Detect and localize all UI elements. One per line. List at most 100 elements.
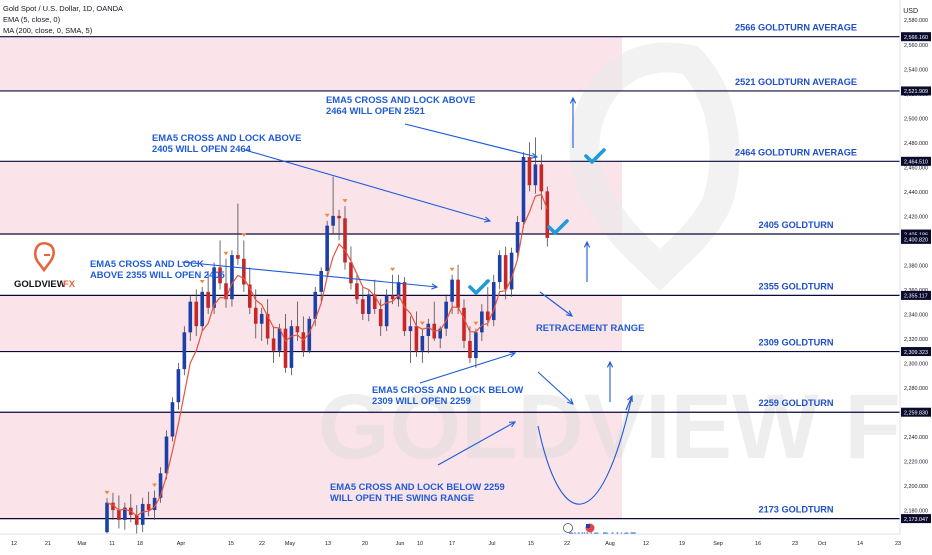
- candle-body-7: [146, 503, 151, 511]
- candle-body-40: [343, 218, 347, 263]
- level-label-4: 2355 GOLDTURN: [758, 281, 833, 291]
- candle-body-47: [384, 295, 389, 327]
- time-tick-label: 18: [137, 541, 143, 547]
- watermark-layer: GOLDVIEW FX: [318, 376, 932, 478]
- check-icon: [547, 219, 569, 235]
- candle-body-48: [390, 295, 395, 300]
- down-triangle-marker-icon: [223, 251, 229, 256]
- time-tick-label: 20: [362, 541, 368, 547]
- candle-body-53: [420, 336, 425, 351]
- check-icon: [584, 148, 606, 164]
- brand-name-part2: FX: [63, 279, 76, 290]
- candle-body-31: [289, 326, 294, 368]
- candle-body-39: [337, 215, 341, 219]
- arrow-head-icon: [531, 152, 539, 159]
- zones-layer: [0, 36, 622, 519]
- price-tick-label: 2,220.000: [904, 460, 928, 466]
- candle-body-23: [242, 258, 246, 285]
- time-tick-label: 15: [528, 541, 534, 547]
- candle-body-11: [170, 402, 175, 437]
- candle-body-44: [367, 294, 371, 314]
- level-label-0: 2566 GOLDTURN AVERAGE: [735, 23, 857, 33]
- level-label-6: 2259 GOLDTURN: [758, 398, 833, 408]
- candle-body-41: [349, 262, 353, 284]
- annotation-text-4: 2309 WILL OPEN 2259: [372, 395, 471, 406]
- time-tick-label: 22: [564, 541, 570, 547]
- indicator-ema-label[interactable]: EMA (5, close, 0): [3, 15, 61, 24]
- candle-body-5: [134, 514, 139, 525]
- time-tick-label: 14: [857, 541, 863, 547]
- candle-body-51: [408, 326, 413, 332]
- price-badge-label: 2,309.323: [904, 350, 928, 356]
- level-label-5: 2309 GOLDTURN: [758, 338, 833, 348]
- price-tick-label: 2,340.000: [904, 312, 928, 318]
- candle-body-25: [253, 307, 258, 324]
- down-triangle-marker-icon: [152, 483, 158, 487]
- candle-body-38: [331, 215, 335, 226]
- price-tick-label: 2,480.000: [904, 141, 928, 147]
- time-axis-panel: [0, 534, 900, 550]
- currency-label[interactable]: USD: [903, 8, 918, 15]
- down-triangle-marker-icon: [419, 321, 425, 326]
- arrow-icon: [244, 149, 491, 222]
- arrow-icon: [537, 371, 574, 405]
- indicator-ma-label[interactable]: MA (200, close, 0, SMA, 5): [3, 26, 93, 35]
- time-tick-label: 23: [792, 541, 798, 547]
- price-badge-label: 2,566.160: [904, 35, 928, 41]
- down-triangle-marker-icon: [473, 321, 479, 326]
- price-badge-label: 2,464.510: [904, 160, 928, 166]
- price-badge: [901, 229, 931, 239]
- annotation-text-1: EMA5 CROSS AND LOCK ABOVE: [152, 132, 301, 143]
- candle-body-17: [206, 291, 210, 308]
- level-label-2: 2464 GOLDTURN AVERAGE: [735, 147, 857, 157]
- candle-body-65: [491, 282, 496, 321]
- candle-body-18: [212, 267, 216, 308]
- candle-body-68: [509, 252, 514, 290]
- price-tick-label: 2,200.000: [904, 484, 928, 490]
- candle-body-57: [444, 301, 448, 329]
- price-badge: [901, 86, 931, 96]
- candle-body-64: [486, 311, 490, 321]
- candle-body-42: [355, 283, 359, 300]
- price-badge: [901, 156, 931, 166]
- price-badge: [901, 234, 931, 244]
- candle-body-45: [372, 294, 377, 310]
- time-tick-label: 15: [228, 541, 234, 547]
- arrow-head-icon: [627, 394, 633, 403]
- time-tick-label: Jul: [489, 541, 496, 547]
- arrow-head-icon: [567, 398, 574, 405]
- zone-band-3: [0, 412, 622, 519]
- annotation-text-2: EMA5 CROSS AND LOCK: [90, 258, 204, 269]
- candle-body-69: [515, 222, 520, 253]
- annotation-text-2: ABOVE 2355 WILL OPEN 2405: [90, 269, 225, 280]
- zone-band-0: [0, 36, 622, 91]
- down-triangle-marker-icon: [390, 267, 396, 272]
- price-badge: [901, 347, 931, 357]
- price-badge-label: 2,259.830: [904, 411, 928, 417]
- candle-body-49: [396, 282, 401, 300]
- candle-body-32: [295, 326, 300, 333]
- price-badge-label: 2,521.909: [904, 89, 928, 95]
- arrow-head-icon: [483, 216, 492, 223]
- candle-body-66: [497, 255, 502, 283]
- down-triangle-marker-icon: [199, 279, 205, 284]
- candle-body-9: [158, 473, 163, 498]
- arrow-head-icon: [583, 240, 591, 248]
- candle-body-72: [533, 164, 538, 186]
- candle-body-3: [123, 507, 127, 520]
- alert-event-icon: [563, 523, 573, 533]
- annotation-text-0: EMA5 CROSS AND LOCK ABOVE: [326, 94, 475, 105]
- symbol-title: Gold Spot / U.S. Dollar, 1D, OANDA: [3, 4, 124, 13]
- annotation-text-0: 2464 WILL OPEN 2521: [326, 105, 425, 116]
- candle-body-61: [468, 340, 472, 359]
- down-triangle-marker-icon: [449, 267, 455, 272]
- level-label-3: 2405 GOLDTURN: [758, 220, 833, 230]
- arrow-head-icon: [606, 360, 614, 368]
- arrow-icon: [625, 395, 633, 411]
- candle-body-14: [188, 301, 193, 333]
- arrow-head-icon: [566, 310, 574, 317]
- price-tick-label: 2,180.000: [904, 509, 928, 515]
- watermark-logo-shape: [569, 42, 740, 292]
